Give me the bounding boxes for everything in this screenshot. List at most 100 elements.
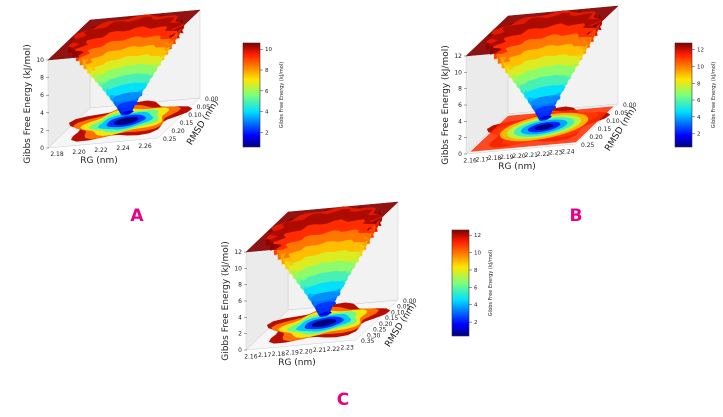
y-tick-label: 0.25 (373, 327, 387, 334)
funnel-layer (117, 101, 138, 108)
y-tick-label: 0.20 (589, 134, 603, 141)
x-tick-label: 2.20 (299, 348, 313, 355)
y-tick-label: 0.05 (397, 304, 411, 311)
z-axis-label: Gibbs Free Energy (kJ/mol) (23, 44, 33, 163)
floor-contour (534, 124, 554, 130)
x-tick-label: 2.18 (50, 151, 64, 158)
colorbar-label: Gibbs Free Energy (kJ/mol) (711, 62, 717, 128)
funnel-layer (107, 82, 148, 96)
panel-letter-a: A (130, 206, 144, 226)
x-tick-label: 2.21 (525, 152, 539, 159)
colorbar-tick-label: 8 (265, 68, 269, 74)
y-tick-label: 0.15 (385, 315, 399, 322)
x-axis-label: RG (nm) (80, 156, 118, 166)
z-tick-label: 6 (40, 92, 44, 99)
z-tick-label: 6 (238, 298, 242, 305)
z-tick-label: 6 (458, 102, 462, 109)
y-tick-label: 0.30 (367, 332, 381, 339)
colorbar-tick-label: 4 (265, 110, 269, 116)
x-tick-label: 2.18 (488, 155, 502, 162)
x-tick-label: 2.16 (244, 353, 258, 360)
panel-b: 0246810122.162.172.182.192.202.212.222.2… (441, 5, 717, 226)
colorbar-tick-label: 12 (697, 48, 704, 54)
y-tick-label: 0.00 (205, 96, 219, 103)
z-tick-label: 8 (238, 282, 242, 289)
colorbar-tick-label: 4 (697, 115, 701, 121)
z-tick-label: 10 (36, 57, 44, 64)
z-tick-label: 0 (40, 145, 44, 152)
z-tick-label: 10 (454, 69, 462, 76)
z-tick-label: 4 (238, 314, 242, 321)
colorbar-tick-label: 2 (265, 130, 269, 136)
panel-c: 0 2 4 6 8 10 12 2.16 2.17 2.18 2.19 2.20 2.21 2.22 2.2… (221, 201, 494, 410)
x-tick-label: 2.20 (512, 153, 526, 160)
funnel-layer (102, 73, 153, 90)
z-tick-label: 0 (238, 347, 242, 354)
funnel-layer (540, 115, 552, 120)
colorbar-tick-label: 10 (265, 47, 272, 53)
funnel-layer (530, 95, 561, 106)
x-tick-label: 2.23 (340, 345, 354, 352)
colorbar-tick-label: 2 (697, 132, 701, 138)
x-tick-label: 2.17 (258, 352, 272, 359)
y-tick-label: 0.00 (623, 102, 637, 109)
z-tick-label: 0 (458, 151, 462, 158)
y-tick-label: 0.05 (615, 110, 629, 117)
z-tick-label: 8 (458, 86, 462, 93)
funnel-layer (294, 260, 356, 280)
funnel-layer (300, 270, 351, 288)
colorbar-tick-label: 8 (474, 268, 478, 274)
panel-letter-b: B (570, 206, 583, 226)
floor-contour (113, 117, 139, 125)
x-tick-label: 2.20 (72, 149, 86, 156)
z-axis-label: Gibbs Free Energy (kJ/mol) (221, 241, 231, 360)
funnel-layer (525, 85, 566, 99)
x-tick-label: 2.19 (285, 350, 299, 357)
y-tick-label: 0.20 (379, 321, 393, 328)
z-tick-label: 2 (40, 127, 44, 134)
funnel-layer (514, 64, 576, 84)
z-tick-label: 8 (40, 75, 44, 82)
y-tick-label: 0.10 (606, 118, 620, 125)
y-tick-label: 0.35 (361, 338, 375, 345)
x-tick-label: 2.19 (500, 154, 514, 161)
colorbar-tick-label: 10 (697, 64, 704, 70)
colorbar-tick-label: 6 (265, 89, 269, 95)
funnel-layer (122, 110, 134, 115)
x-axis-label: RG (nm) (498, 162, 536, 172)
colorbar-tick-label: 10 (474, 251, 481, 257)
floor-contour (311, 319, 337, 327)
z-tick-label: 10 (234, 265, 242, 272)
colorbar-tick-label: 6 (697, 98, 701, 104)
colorbar-tick-label: 8 (697, 81, 701, 87)
x-tick-label: 2.26 (138, 143, 152, 150)
y-tick-label: 0.15 (180, 120, 194, 127)
y-tick-label: 0.00 (403, 298, 417, 305)
colorbar-label: Gibbs Free Energy (kJ/mol) (279, 62, 285, 128)
y-tick-label: 0.15 (598, 126, 612, 133)
colorbar-tick-label: 2 (474, 320, 478, 326)
x-tick-label: 2.24 (116, 145, 130, 152)
x-axis-label: RG (nm) (278, 358, 316, 368)
colorbar-label: Gibbs Free Energy (kJ/mol) (488, 250, 494, 316)
colorbar-tick-label: 6 (474, 285, 478, 291)
y-tick-label: 0.10 (188, 112, 202, 119)
y-tick-label: 0.25 (581, 142, 595, 149)
x-tick-label: 2.21 (313, 347, 327, 354)
x-tick-label: 2.17 (476, 156, 490, 163)
funnel-layer (310, 291, 341, 302)
y-tick-label: 0.25 (163, 136, 177, 143)
x-tick-label: 2.18 (272, 351, 286, 358)
colorbar (242, 42, 261, 148)
colorbar-tick-label: 12 (474, 233, 481, 239)
z-tick-label: 2 (238, 331, 242, 338)
colorbar (451, 229, 470, 337)
y-tick-label: 0.10 (391, 309, 405, 316)
z-tick-label: 2 (458, 135, 462, 142)
funnel-layer (535, 105, 556, 113)
y-tick-label: 0.05 (197, 104, 211, 111)
funnel-layer (520, 74, 571, 92)
z-tick-label: 4 (40, 110, 44, 117)
